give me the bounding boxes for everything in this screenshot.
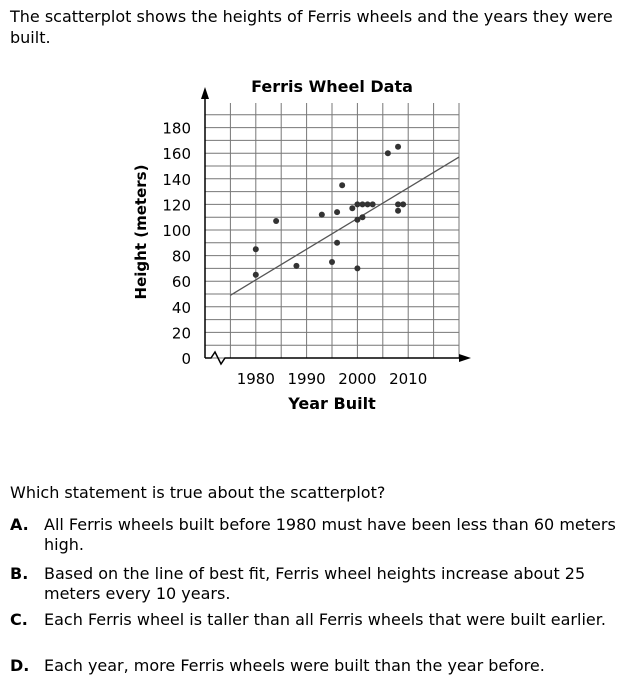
grid [204, 103, 460, 359]
y-axis-label: Height (meters) [132, 165, 150, 300]
x-tick-labels: 1980 1990 2000 2010 [237, 370, 428, 388]
data-point [359, 201, 366, 208]
data-point [359, 214, 366, 221]
y-tick-labels: 0 20 40 60 80 100 120 140 160 180 [162, 120, 191, 368]
choice-c-text: Each Ferris wheel is taller than all Fer… [44, 610, 606, 629]
y-tick-label: 100 [162, 222, 191, 240]
best-fit-line [230, 156, 460, 296]
x-tick-label: 1980 [237, 370, 275, 388]
data-point [349, 205, 356, 212]
data-point [395, 143, 402, 150]
data-point [293, 262, 300, 269]
data-point [369, 201, 376, 208]
data-point [395, 201, 402, 208]
y-tick-label: 20 [172, 324, 191, 342]
y-tick-label: 160 [162, 145, 191, 163]
chart-title: Ferris Wheel Data [251, 77, 413, 96]
y-axis-arrow [201, 87, 209, 99]
data-point [334, 209, 341, 216]
data-point [252, 246, 259, 253]
data-point [364, 201, 371, 208]
y-tick-label: 80 [172, 248, 191, 266]
y-tick-label: 60 [172, 273, 191, 291]
axes [201, 87, 471, 366]
y-tick-label: 180 [162, 120, 191, 138]
data-point [329, 259, 335, 265]
scatterplot: Ferris Wheel Data 0 20 40 60 80 100 120 140 160 1… [132, 77, 471, 413]
question-text: Which statement is true about the scatte… [10, 483, 386, 502]
data-point [354, 201, 361, 208]
x-axis-arrow [459, 354, 471, 362]
choice-a-text: All Ferris wheels built before 1980 must… [44, 515, 616, 554]
data-point [400, 201, 407, 208]
choice-a-letter: A. [10, 515, 29, 534]
x-tick-label: 1990 [288, 370, 326, 388]
data-point [395, 207, 402, 214]
data-point [384, 150, 391, 157]
intro-text: The scatterplot shows the heights of Fer… [10, 7, 613, 47]
choice-b-letter: B. [10, 564, 29, 583]
x-tick-label: 2010 [389, 370, 427, 388]
choice-c-letter: C. [10, 610, 28, 629]
x-axis-label: Year Built [287, 394, 376, 413]
data-point [354, 216, 361, 223]
data-point [334, 239, 341, 246]
data-point [252, 271, 259, 278]
data-point [273, 218, 280, 225]
choice-b-text: Based on the line of best fit, Ferris wh… [44, 564, 586, 603]
x-axis-line [205, 350, 459, 366]
y-tick-label: 140 [162, 171, 191, 189]
choice-d-letter: D. [10, 656, 30, 675]
y-tick-label: 40 [172, 299, 191, 317]
choice-d-text: Each year, more Ferris wheels were built… [44, 656, 545, 675]
data-point [354, 265, 361, 272]
data-point [318, 211, 325, 218]
x-tick-label: 2000 [338, 370, 376, 388]
data-points [252, 143, 407, 278]
data-point [339, 182, 346, 189]
y-tick-label: 0 [181, 350, 191, 368]
y-tick-label: 120 [162, 196, 191, 214]
